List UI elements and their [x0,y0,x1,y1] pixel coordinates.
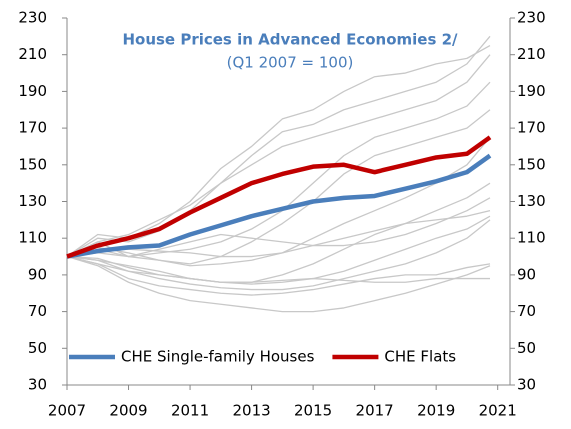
comparison-line [66,182,491,283]
y-tick-label: 110 [18,229,47,247]
y2-tick-label: 230 [517,9,546,27]
x-tick-label: 2021 [479,402,517,420]
y2-tick-label: 150 [517,155,546,173]
y2-tick-label: 210 [517,45,546,63]
y-tick-label: 190 [18,82,47,100]
y2-tick-label: 30 [517,376,536,394]
y-tick-label: 70 [28,302,47,320]
series-line [66,135,492,259]
x-tick-label: 2017 [356,402,394,420]
y2-tick-label: 170 [517,119,546,137]
comparison-line [66,44,491,258]
comparison-line [66,215,491,285]
comparison-line [66,197,491,258]
y2-tick-label: 50 [517,339,536,357]
chart-title: House Prices in Advanced Economies 2/ [122,31,458,49]
comparison-line [66,35,491,258]
x-tick-label: 2019 [417,402,455,420]
y-tick-label: 130 [18,192,47,210]
y-tick-label: 50 [28,339,47,357]
comparison-line [66,210,491,258]
comparison-line [66,109,491,265]
y-tick-label: 230 [18,9,47,27]
x-tick-label: 2015 [294,402,332,420]
chart-subtitle: (Q1 2007 = 100) [227,54,354,72]
legend-label: CHE Flats [384,348,456,366]
y-tick-label: 170 [18,119,47,137]
comparison-line [66,255,491,296]
y-tick-label: 210 [18,45,47,63]
y2-tick-label: 70 [517,302,536,320]
y2-tick-label: 90 [517,265,536,283]
y2-tick-label: 130 [517,192,546,210]
y-tick-label: 90 [28,265,47,283]
legend-label: CHE Single-family Houses [121,348,315,366]
comparison-line [66,54,491,258]
series-line [66,153,492,259]
comparison-line [66,255,491,313]
y-tick-label: 150 [18,155,47,173]
y2-tick-label: 110 [517,229,546,247]
comparison-line [66,81,491,258]
x-tick-label: 2011 [171,402,209,420]
comparison-line [66,255,491,283]
x-tick-label: 2007 [48,402,86,420]
y2-tick-label: 190 [517,82,546,100]
x-tick-label: 2009 [109,402,147,420]
y-tick-label: 30 [28,376,47,394]
x-tick-label: 2013 [232,402,270,420]
comparison-line [66,219,491,291]
